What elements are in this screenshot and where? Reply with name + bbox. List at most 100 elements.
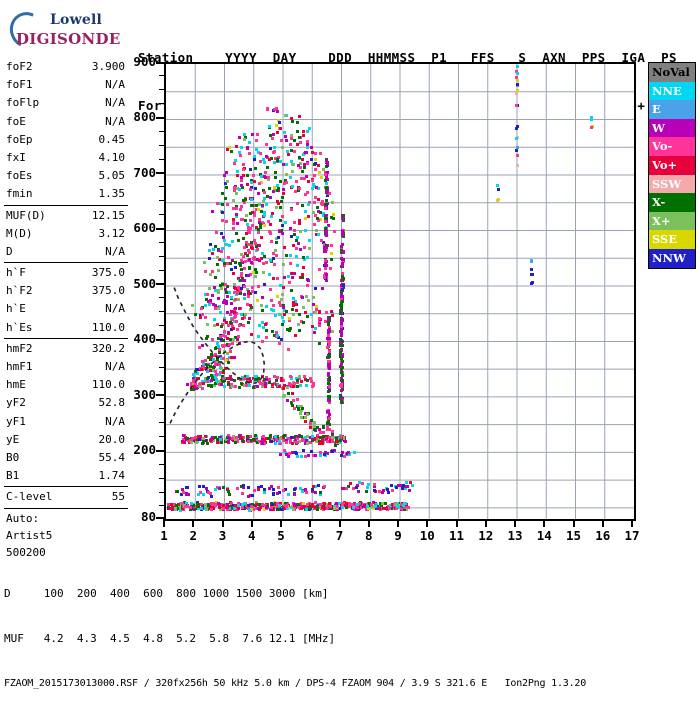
y-tick-minor — [159, 394, 165, 396]
legend-item-vo[interactable]: Vo+ — [649, 155, 695, 175]
param-row-mufd: MUF(D) 12.15 — [4, 207, 128, 225]
profile-curve — [168, 287, 266, 426]
x-tick-major — [192, 519, 195, 527]
y-tick-major — [156, 227, 165, 230]
param-key: foF1 — [6, 78, 33, 92]
legend-item-sse[interactable]: SSE — [649, 230, 695, 249]
param-key: hmF2 — [6, 341, 33, 355]
y-tick-minor — [159, 311, 165, 313]
x-tick-major — [572, 519, 575, 527]
param-value: 3.12 — [98, 226, 126, 240]
y-tick-major — [156, 516, 165, 519]
param-row-hes: h`Es 110.0 — [4, 319, 128, 337]
x-tick-major — [250, 519, 253, 527]
legend-item-vo[interactable]: Vo- — [649, 137, 695, 156]
param-key: yF1 — [6, 414, 26, 428]
param-value: 1.35 — [98, 187, 126, 201]
param-row-hme: hmE 110.0 — [4, 376, 128, 394]
param-value: 4.10 — [98, 150, 126, 164]
y-tick-minor — [159, 255, 165, 257]
footer-file-row: FZAOM_2015173013000.RSF / 320fx256h 50 k… — [4, 678, 587, 689]
y-tick-major — [156, 116, 165, 119]
y-tick-minor — [159, 116, 165, 118]
trace-green-descending-tail — [278, 379, 342, 447]
param-value: 1.74 — [98, 469, 126, 483]
legend-item-ssw[interactable]: SSW — [649, 174, 695, 194]
legend-item-noval[interactable]: NoVal — [649, 63, 695, 82]
param-value: N/A — [105, 302, 125, 316]
y-tick-label-80: 80 — [140, 509, 156, 524]
param-row-fof1: foF1 N/A — [4, 76, 128, 94]
y-tick-minor — [159, 130, 165, 132]
param-value: N/A — [105, 96, 125, 110]
trace-isolated-echoes — [496, 65, 594, 285]
legend-item-e[interactable]: E — [649, 100, 695, 119]
x-tick-label-2: 2 — [189, 528, 198, 543]
legend-item-nnw[interactable]: NNW — [649, 248, 695, 268]
ionogram-canvas — [166, 64, 634, 519]
y-tick-minor — [159, 283, 165, 285]
trace-vertical-echo-columns — [323, 158, 345, 431]
y-tick-minor — [159, 477, 165, 479]
y-tick-minor — [159, 269, 165, 271]
param-value: 5.05 — [98, 169, 126, 183]
direction-color-legend[interactable]: NoVal NNE E W Vo- Vo+ SSW X- X+ SSE NNW — [648, 62, 696, 269]
param-key: h`F — [6, 266, 26, 280]
x-tick-major — [163, 519, 165, 527]
legend-item-nne[interactable]: NNE — [649, 81, 695, 101]
digisonde-logo: Lowell DIGISONDE — [4, 7, 128, 53]
param-value: N/A — [105, 114, 125, 128]
param-row-clevel: C-level 55 — [4, 488, 128, 506]
x-tick-major — [397, 519, 399, 527]
x-tick-major — [338, 519, 341, 527]
y-tick-minor — [159, 200, 165, 202]
y-tick-minor — [159, 449, 165, 451]
y-tick-major — [156, 172, 165, 175]
y-tick-minor — [159, 380, 165, 382]
trace-sporadic-e-band — [167, 501, 410, 512]
ionogram-plot-area[interactable] — [164, 62, 636, 521]
x-tick-label-16: 16 — [595, 528, 611, 543]
footer-muf-row: MUF 4.2 4.3 4.5 4.8 5.2 5.8 7.6 12.1 [MH… — [4, 632, 336, 645]
param-key: B0 — [6, 450, 20, 464]
y-tick-minor — [159, 352, 165, 354]
x-tick-label-10: 10 — [419, 528, 435, 543]
param-key: C-level — [6, 490, 53, 504]
y-tick-label-800: 800 — [133, 109, 156, 125]
y-tick-major — [156, 338, 165, 341]
param-value: 55.4 — [98, 450, 126, 464]
param-group-divider — [4, 204, 128, 206]
param-row-yf1: yF1 N/A — [4, 413, 128, 431]
param-value: N/A — [105, 244, 125, 258]
param-key: foFlp — [6, 96, 40, 110]
trace-band-200-purple — [279, 449, 356, 458]
legend-item-x[interactable]: X+ — [649, 211, 695, 231]
param-group-divider — [4, 337, 128, 339]
legend-item-x[interactable]: X- — [649, 193, 695, 212]
legend-item-w[interactable]: W — [649, 118, 695, 138]
logo-digisonde-text: DIGISONDE — [16, 30, 121, 48]
y-tick-minor — [159, 214, 165, 216]
trace-spread-f-cloud — [191, 107, 336, 351]
param-group-divider — [4, 262, 128, 264]
auto-scaler-line-1: Artist5 — [6, 528, 53, 542]
footer-info: D 100 200 400 600 800 1000 1500 3000 [km… — [4, 556, 586, 706]
x-tick-label-4: 4 — [247, 528, 256, 543]
x-tick-label-15: 15 — [565, 528, 582, 543]
param-key: hmF1 — [6, 360, 33, 373]
param-value: 20.0 — [98, 432, 126, 446]
y-tick-label-300: 300 — [133, 386, 156, 402]
param-key: fxI — [6, 150, 26, 164]
y-tick-minor — [159, 325, 165, 327]
param-row-ye: yE 20.0 — [4, 431, 128, 449]
y-tick-label-200: 200 — [133, 442, 156, 458]
x-tick-label-1: 1 — [160, 528, 168, 543]
x-tick-major — [631, 519, 633, 527]
param-row-b1: B1 1.74 — [4, 467, 128, 485]
param-key: h`F2 — [6, 284, 33, 298]
y-tick-minor — [159, 186, 165, 188]
x-tick-label-17: 17 — [624, 528, 640, 543]
x-tick-label-11: 11 — [448, 528, 465, 543]
x-tick-label-9: 9 — [394, 528, 402, 543]
y-tick-label-500: 500 — [133, 275, 156, 291]
